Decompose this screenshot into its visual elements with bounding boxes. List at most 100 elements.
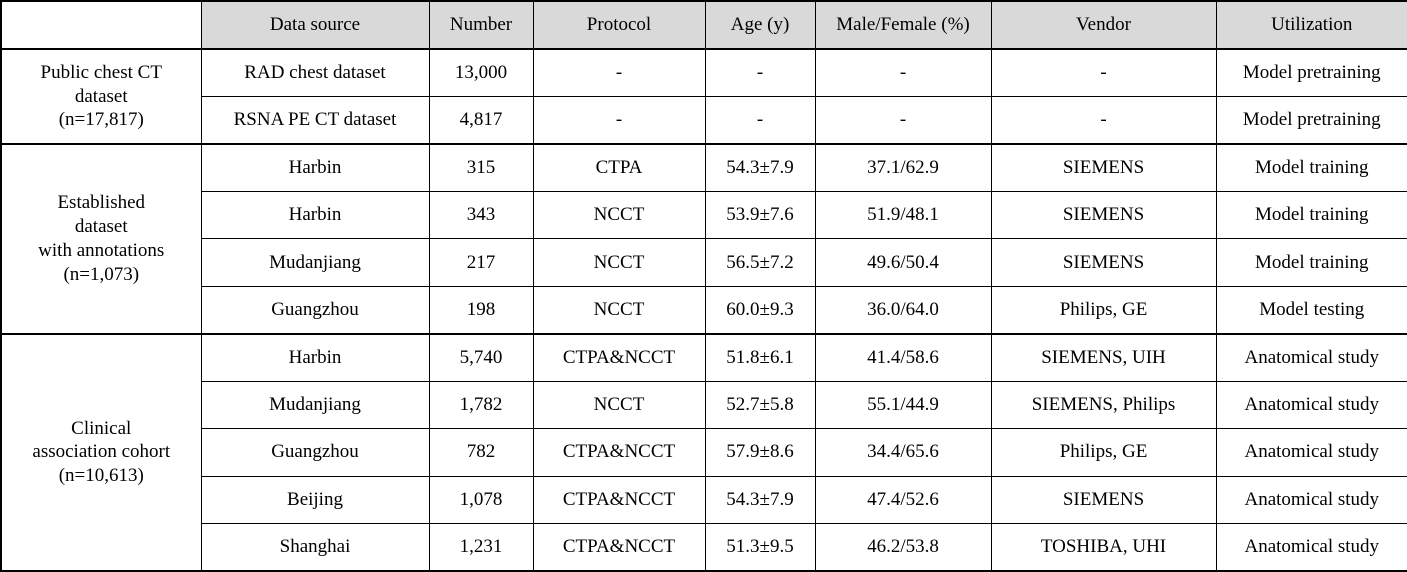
cell-vendor: SIEMENS	[990, 238, 1217, 287]
cell-vendor: -	[990, 47, 1217, 97]
table-row: Harbin 343 NCCT 53.9±7.6 51.9/48.1 SIEME…	[1, 190, 1407, 240]
cell-number: 782	[428, 428, 534, 477]
cell-protocol: CTPA&NCCT	[532, 523, 706, 572]
cell-age: -	[704, 47, 816, 97]
table-row: Public chest CT dataset (n=17,817) RAD c…	[0, 47, 1407, 145]
cell-data-source: Mudanjiang	[200, 238, 430, 287]
cell-protocol: CTPA&NCCT	[532, 428, 706, 477]
cell-age: -	[704, 95, 816, 145]
cell-age: 60.0±9.3	[704, 285, 816, 335]
cell-data-source: RSNA PE CT dataset	[200, 95, 430, 145]
cell-male-female: 34.4/65.6	[814, 428, 992, 477]
cell-data-source: Harbin	[200, 190, 430, 240]
cell-data-source: Shanghai	[200, 523, 430, 572]
cell-utilization: Anatomical study	[1215, 475, 1407, 525]
cell-data-source: Harbin	[200, 332, 430, 382]
cell-male-female: 49.6/50.4	[814, 238, 992, 287]
cell-number: 198	[428, 285, 534, 335]
cell-protocol: NCCT	[532, 238, 706, 287]
column-header-protocol: Protocol	[532, 0, 706, 50]
table-row: Guangzhou 198 NCCT 60.0±9.3 36.0/64.0 Ph…	[1, 285, 1407, 335]
cell-age: 54.3±7.9	[704, 142, 816, 192]
cell-vendor: SIEMENS	[990, 475, 1217, 525]
group-label-clinical-cohort: Clinical association cohort (n=10,613)	[0, 332, 202, 572]
cell-data-source: Beijing	[200, 475, 430, 525]
header-row: Data source Number Protocol Age (y) Male…	[0, 0, 1407, 50]
cell-male-female: 36.0/64.0	[814, 285, 992, 335]
cell-data-source: Guangzhou	[200, 428, 430, 477]
cell-vendor: Philips, GE	[990, 428, 1217, 477]
table-row: RSNA PE CT dataset 4,817 - - - - Model p…	[1, 95, 1407, 145]
cell-male-female: 55.1/44.9	[814, 380, 992, 430]
cell-protocol: NCCT	[532, 285, 706, 335]
cell-vendor: SIEMENS	[990, 190, 1217, 240]
cell-protocol: NCCT	[532, 380, 706, 430]
table-row: Mudanjiang 217 NCCT 56.5±7.2 49.6/50.4 S…	[1, 238, 1407, 287]
cell-vendor: -	[990, 95, 1217, 145]
cell-male-female: -	[814, 95, 992, 145]
cell-vendor: Philips, GE	[990, 285, 1217, 335]
cell-male-female: -	[814, 47, 992, 97]
table-row: Clinical association cohort (n=10,613) H…	[0, 332, 1407, 572]
cell-protocol: CTPA	[532, 142, 706, 192]
cell-age: 51.8±6.1	[704, 332, 816, 382]
cell-male-female: 41.4/58.6	[814, 332, 992, 382]
cell-utilization: Model training	[1215, 142, 1407, 192]
cell-number: 1,231	[428, 523, 534, 572]
cell-age: 56.5±7.2	[704, 238, 816, 287]
cell-number: 1,078	[428, 475, 534, 525]
cell-utilization: Anatomical study	[1215, 380, 1407, 430]
cell-protocol: CTPA&NCCT	[532, 475, 706, 525]
cell-utilization: Anatomical study	[1215, 523, 1407, 572]
cell-number: 13,000	[428, 47, 534, 97]
table-row: Mudanjiang 1,782 NCCT 52.7±5.8 55.1/44.9…	[1, 380, 1407, 430]
cell-utilization: Model pretraining	[1215, 47, 1407, 97]
cell-male-female: 47.4/52.6	[814, 475, 992, 525]
cell-vendor: SIEMENS	[990, 142, 1217, 192]
table-row: Beijing 1,078 CTPA&NCCT 54.3±7.9 47.4/52…	[1, 475, 1407, 525]
cell-utilization: Anatomical study	[1215, 332, 1407, 382]
cell-number: 4,817	[428, 95, 534, 145]
cell-age: 54.3±7.9	[704, 475, 816, 525]
cell-utilization: Anatomical study	[1215, 428, 1407, 477]
cell-number: 315	[428, 142, 534, 192]
cell-protocol: NCCT	[532, 190, 706, 240]
cell-data-source: Mudanjiang	[200, 380, 430, 430]
cell-vendor: SIEMENS, UIH	[990, 332, 1217, 382]
cell-utilization: Model pretraining	[1215, 95, 1407, 145]
cell-utilization: Model training	[1215, 190, 1407, 240]
cell-data-source: Harbin	[200, 142, 430, 192]
table-row: Guangzhou 782 CTPA&NCCT 57.9±8.6 34.4/65…	[1, 428, 1407, 477]
cell-age: 51.3±9.5	[704, 523, 816, 572]
cell-male-female: 37.1/62.9	[814, 142, 992, 192]
cell-male-female: 51.9/48.1	[814, 190, 992, 240]
cell-number: 343	[428, 190, 534, 240]
cell-male-female: 46.2/53.8	[814, 523, 992, 572]
cell-age: 53.9±7.6	[704, 190, 816, 240]
column-header-vendor: Vendor	[990, 0, 1217, 50]
group-label-established-dataset: Established dataset with annotations (n=…	[0, 142, 202, 335]
cell-data-source: RAD chest dataset	[200, 47, 430, 97]
column-header-utilization: Utilization	[1215, 0, 1407, 50]
cell-protocol: CTPA&NCCT	[532, 332, 706, 382]
cell-age: 57.9±8.6	[704, 428, 816, 477]
cell-utilization: Model training	[1215, 238, 1407, 287]
cell-protocol: -	[532, 47, 706, 97]
table-row: Shanghai 1,231 CTPA&NCCT 51.3±9.5 46.2/5…	[1, 523, 1407, 572]
cell-number: 1,782	[428, 380, 534, 430]
cell-data-source: Guangzhou	[200, 285, 430, 335]
cell-age: 52.7±5.8	[704, 380, 816, 430]
column-header-data-source: Data source	[200, 0, 430, 50]
column-header-number: Number	[428, 0, 534, 50]
cell-vendor: SIEMENS, Philips	[990, 380, 1217, 430]
cell-vendor: TOSHIBA, UHI	[990, 523, 1217, 572]
table-row: Established dataset with annotations (n=…	[0, 142, 1407, 335]
corner-cell	[0, 0, 202, 50]
group-label-public-chest-ct: Public chest CT dataset (n=17,817)	[0, 48, 202, 145]
column-header-male-female: Male/Female (%)	[814, 0, 992, 50]
cell-protocol: -	[532, 95, 706, 145]
cell-number: 217	[428, 238, 534, 287]
cell-utilization: Model testing	[1215, 285, 1407, 335]
